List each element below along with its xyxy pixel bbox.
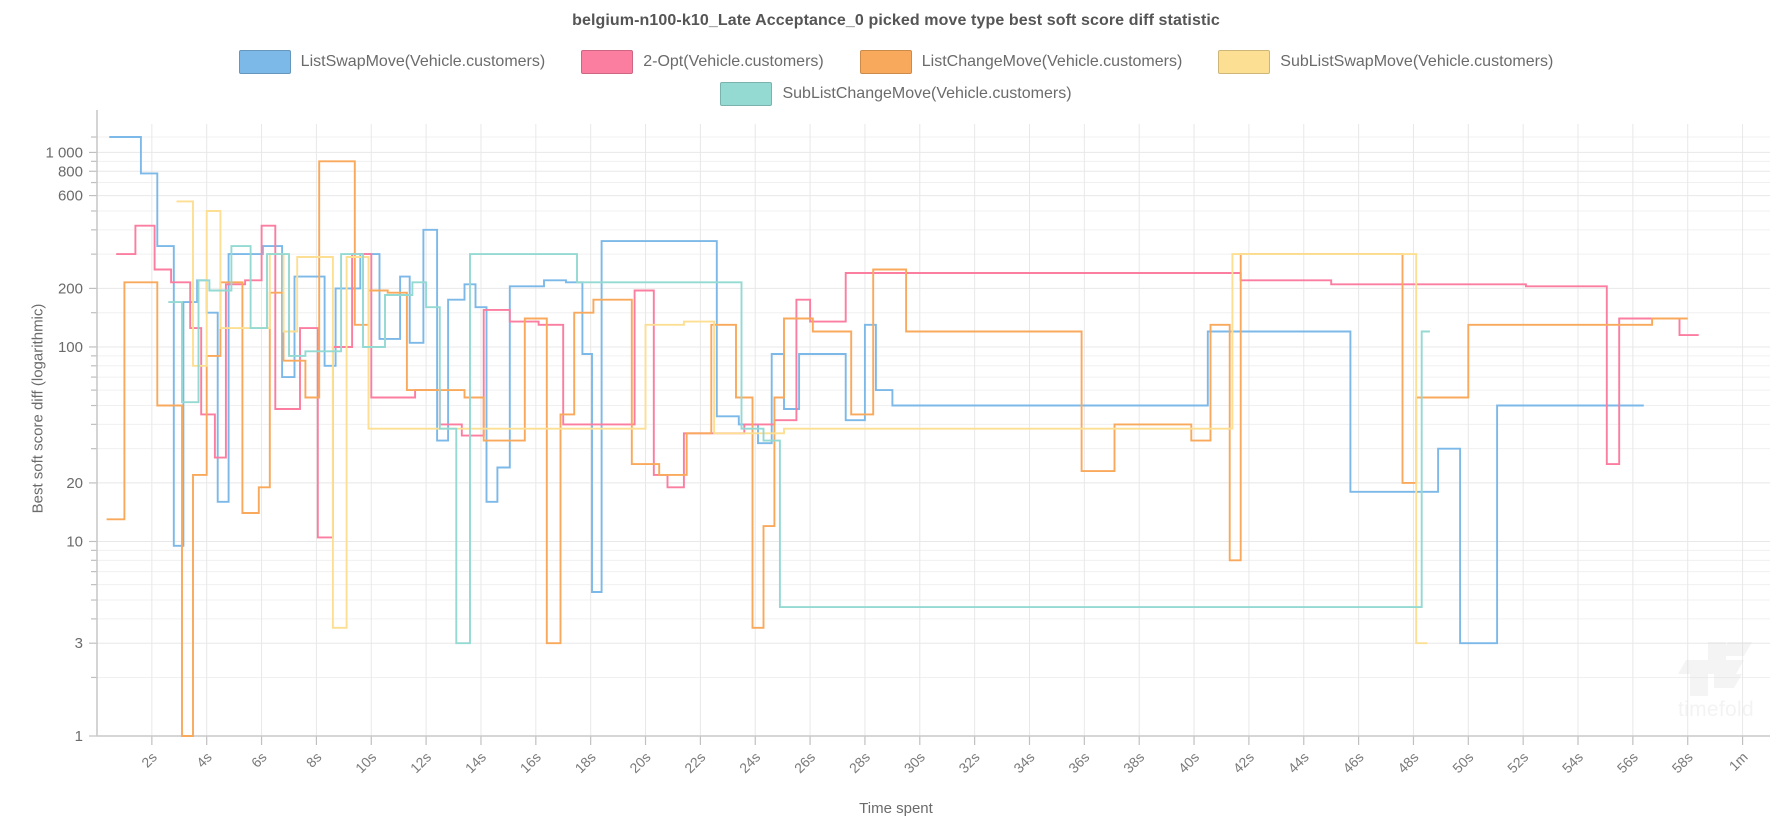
legend-item-label: SubListChangeMove(Vehicle.customers): [782, 85, 1072, 102]
legend-swatch-icon: [238, 50, 291, 74]
x-tick-label: 14s: [462, 749, 489, 776]
legend-swatch-icon: [1218, 50, 1271, 74]
x-tick-label: 26s: [791, 749, 818, 776]
x-tick-label: 28s: [846, 749, 873, 776]
y-tick-label: 800: [58, 163, 83, 180]
x-tick-label: 4s: [193, 749, 215, 771]
legend-item-label: SubListSwapMove(Vehicle.customers): [1280, 53, 1554, 70]
legend-item-label: 2-Opt(Vehicle.customers): [643, 53, 824, 70]
series-line: [116, 224, 1699, 539]
series-line: [109, 136, 1644, 645]
axes: [89, 110, 1770, 745]
x-tick-label: 42s: [1230, 749, 1257, 776]
x-axis-title: Time spent: [859, 800, 933, 817]
legend-item-listchangemove[interactable]: ListChangeMove(Vehicle.customers): [859, 50, 1183, 74]
tick-labels: 1 3 10 20 100 200 600 800 1 000 2s 4s 6s 8s 10s 12s 14s…: [45, 144, 1750, 776]
x-tick-label: 32s: [955, 749, 982, 776]
x-tick-label: 12s: [407, 749, 434, 776]
legend-item-sublistswapmove[interactable]: SubListSwapMove(Vehicle.customers): [1218, 50, 1553, 74]
x-tick-label: 40s: [1175, 749, 1202, 776]
y-tick-label: 200: [58, 280, 83, 297]
series-line: [176, 200, 1428, 645]
y-tick-label: 600: [58, 188, 83, 205]
x-tick-label: 24s: [736, 749, 763, 776]
legend-swatch-icon: [720, 82, 773, 106]
x-tick-label: 18s: [572, 749, 599, 776]
y-tick-label: 1 000: [45, 144, 83, 161]
x-tick-label: 34s: [1010, 749, 1037, 776]
x-tick-label: 56s: [1614, 749, 1641, 776]
series-lines: [106, 136, 1699, 737]
y-tick-label: 1: [75, 728, 83, 745]
x-tick-label: 48s: [1394, 749, 1421, 776]
x-tick-label: 1m: [1726, 749, 1751, 774]
x-tick-label: 52s: [1504, 749, 1531, 776]
x-tick-label: 16s: [517, 749, 544, 776]
series-line: [106, 160, 1688, 737]
chart-legend: ListSwapMove(Vehicle.customers) 2-Opt(Ve…: [0, 50, 1792, 106]
x-tick-label: 38s: [1120, 749, 1147, 776]
legend-row-2: SubListChangeMove(Vehicle.customers): [0, 82, 1792, 106]
x-tick-label: 6s: [248, 749, 270, 771]
x-tick-label: 46s: [1339, 749, 1366, 776]
legend-item-label: ListChangeMove(Vehicle.customers): [921, 53, 1183, 70]
series-line: [168, 245, 1430, 645]
y-tick-label: 100: [58, 339, 83, 356]
x-tick-label: 10s: [352, 749, 379, 776]
x-tick-label: 20s: [626, 749, 653, 776]
legend-item-listswapmove[interactable]: ListSwapMove(Vehicle.customers): [238, 50, 546, 74]
page-title: belgium-n100-k10_Late Acceptance_0 picke…: [572, 12, 1220, 29]
y-tick-label: 3: [75, 635, 83, 652]
y-axis-title: Best soft score diff (logarithmic): [29, 303, 47, 514]
grid-lines: [97, 124, 1770, 737]
legend-item-2opt[interactable]: 2-Opt(Vehicle.customers): [581, 50, 824, 74]
legend-item-sublistchangemove[interactable]: SubListChangeMove(Vehicle.customers): [720, 82, 1072, 106]
x-tick-label: 30s: [901, 749, 928, 776]
y-tick-label: 10: [66, 533, 83, 550]
x-tick-label: 54s: [1559, 749, 1586, 776]
legend-swatch-icon: [859, 50, 912, 74]
x-tick-label: 2s: [138, 749, 160, 771]
x-tick-label: 8s: [303, 749, 325, 771]
x-tick-label: 36s: [1065, 749, 1092, 776]
x-tick-label: 22s: [681, 749, 708, 776]
y-tick-label: 20: [66, 475, 83, 492]
x-tick-label: 50s: [1449, 749, 1476, 776]
x-tick-label: 58s: [1669, 749, 1696, 776]
legend-item-label: ListSwapMove(Vehicle.customers): [300, 53, 546, 70]
legend-row-1: ListSwapMove(Vehicle.customers) 2-Opt(Ve…: [0, 50, 1792, 74]
legend-swatch-icon: [581, 50, 634, 74]
x-tick-label: 44s: [1285, 749, 1312, 776]
